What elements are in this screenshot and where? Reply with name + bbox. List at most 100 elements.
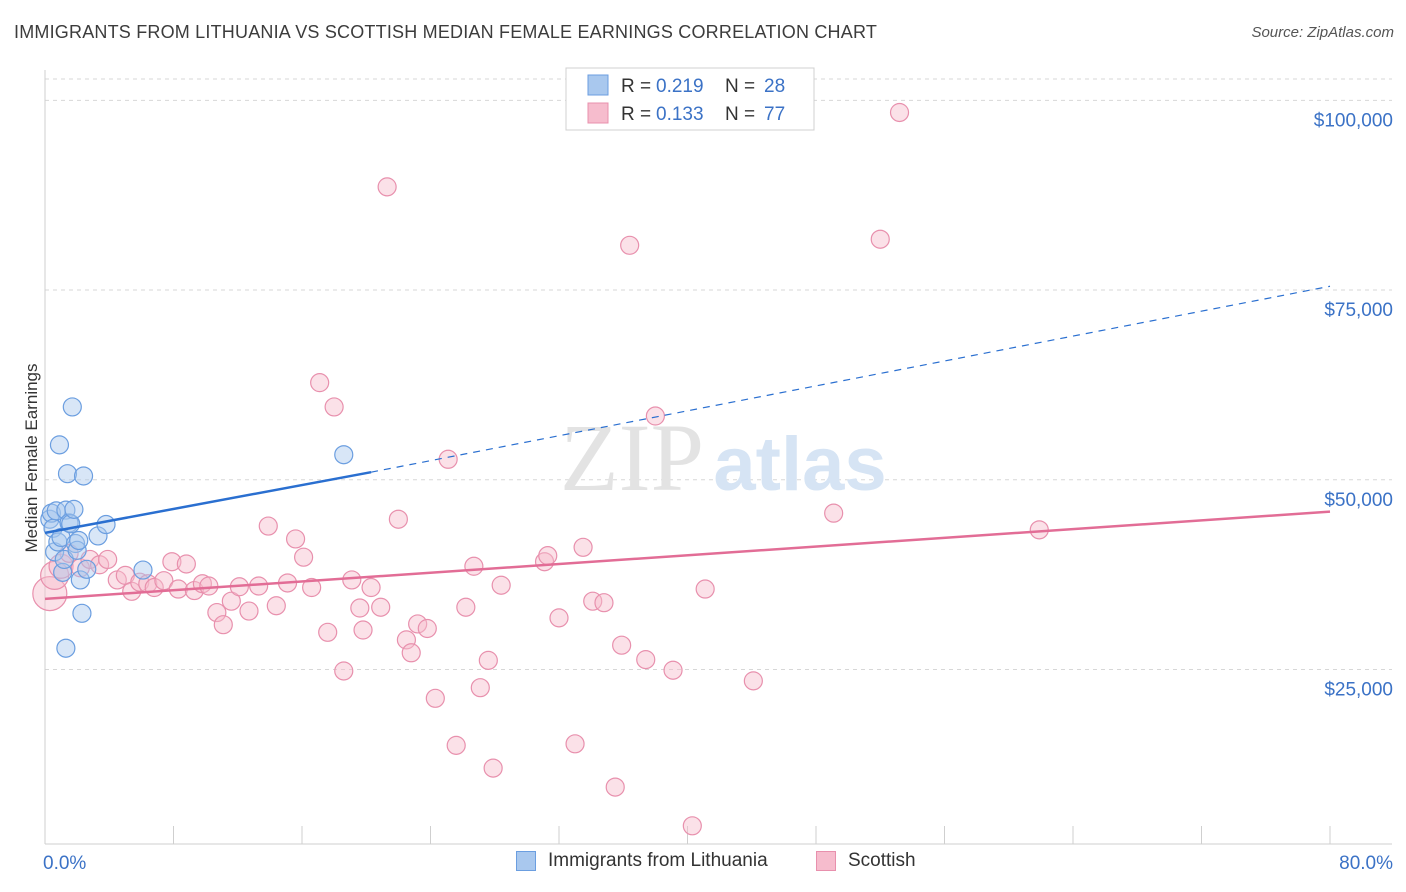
lithuania-point	[64, 499, 84, 519]
legend-r-value-blue: 0.219	[656, 76, 704, 97]
y-tick-label: $100,000	[1314, 110, 1393, 131]
scottish-point	[207, 602, 227, 623]
scottish-point	[239, 601, 259, 621]
scottish-point	[478, 650, 498, 670]
series-legend-item-scottish: Scottish	[816, 850, 916, 872]
lithuania-trend-solid	[44, 470, 372, 535]
scottish-point	[388, 509, 408, 529]
scottish-point	[199, 576, 219, 596]
scottish-point	[438, 449, 458, 469]
scottish-point	[353, 620, 373, 640]
scottish-point	[32, 575, 68, 612]
lithuania-point	[49, 435, 70, 455]
legend-r-label-pink: R =	[621, 104, 651, 125]
chart-title: IMMIGRANTS FROM LITHUANIA VS SCOTTISH ME…	[14, 22, 878, 42]
scottish-point	[221, 591, 241, 611]
lithuania-points	[40, 397, 354, 658]
scottish-point	[549, 608, 569, 628]
series-legend-label-scottish: Scottish	[848, 850, 916, 871]
scottish-point	[456, 597, 476, 617]
watermark-atlas: atlas	[713, 422, 886, 507]
scottish-point	[538, 546, 558, 566]
lithuania-point	[69, 530, 89, 551]
scottish-point	[663, 660, 683, 680]
scottish-point	[266, 596, 286, 616]
scottish-point	[620, 235, 640, 255]
chart-source: Source: ZipAtlas.com	[1251, 24, 1394, 41]
lithuania-point	[73, 466, 94, 486]
scottish-point	[417, 618, 437, 639]
scottish-point	[350, 598, 370, 618]
series-legend-item-lithuania: Immigrants from Lithuania	[516, 850, 768, 872]
axes	[44, 70, 1392, 845]
scottish-point	[98, 549, 118, 570]
watermark: ZIP atlas	[560, 404, 887, 511]
scottish-point	[162, 552, 182, 572]
scottish-point	[446, 735, 466, 755]
scottish-point	[302, 577, 322, 598]
lithuania-point	[88, 526, 108, 546]
legend-n-value-blue: 28	[764, 76, 785, 97]
scottish-point	[310, 373, 330, 393]
lithuania-point	[334, 445, 354, 465]
scottish-point	[636, 650, 656, 670]
x-tick-label-min: 0.0%	[43, 853, 86, 874]
legend-swatch-blue	[587, 74, 609, 96]
scottish-point	[324, 397, 344, 417]
scottish-point	[682, 816, 702, 836]
lithuania-point	[70, 570, 90, 590]
scottish-point	[483, 758, 503, 778]
scottish-point	[130, 572, 150, 592]
lithuania-trend-dashed	[370, 285, 1331, 473]
scottish-point	[334, 661, 354, 681]
scottish-point	[258, 516, 278, 536]
y-tick-label: $50,000	[1324, 490, 1393, 511]
y-tick-label: $75,000	[1324, 300, 1393, 321]
lithuania-point	[72, 603, 92, 623]
scottish-point	[573, 537, 593, 557]
scottish-point	[612, 635, 632, 655]
scottish-point	[695, 579, 715, 599]
scottish-point	[377, 177, 397, 197]
scottish-point	[361, 577, 381, 598]
legend-n-value-pink: 77	[764, 104, 785, 125]
scottish-point	[294, 547, 314, 567]
lithuania-point	[77, 559, 97, 579]
scottish-point	[464, 556, 484, 576]
legend-r-value-pink: 0.133	[656, 104, 704, 125]
scottish-point	[605, 777, 625, 797]
gridlines	[45, 78, 1392, 670]
legend-r-label-blue: R =	[621, 76, 651, 97]
watermark-zip: ZIP	[560, 404, 704, 511]
lithuania-point	[133, 560, 153, 580]
scottish-point	[594, 593, 614, 613]
scottish-point	[371, 597, 391, 617]
series-legend: Immigrants from Lithuania Scottish	[0, 850, 1406, 878]
scottish-point	[318, 622, 338, 642]
correlation-legend: R = 0.219 N = 28 R = 0.133 N = 77	[565, 67, 815, 131]
scottish-point	[743, 671, 763, 691]
series-legend-swatch-lithuania	[516, 851, 536, 871]
scottish-points	[32, 102, 1049, 836]
trend-lines	[44, 285, 1331, 601]
series-legend-label-lithuania: Immigrants from Lithuania	[548, 850, 768, 871]
scottish-point	[470, 678, 490, 698]
lithuania-point	[67, 540, 87, 560]
scottish-point	[645, 406, 665, 426]
lithuania-point	[96, 514, 116, 535]
scottish-point	[285, 529, 306, 549]
lithuania-point	[57, 464, 78, 484]
scottish-point	[870, 229, 890, 249]
x-tick-label-max: 80.0%	[1339, 853, 1393, 874]
scottish-point	[824, 503, 844, 523]
scottish-point	[342, 570, 362, 590]
scottish-point	[565, 734, 585, 754]
scottish-point	[491, 575, 511, 595]
series-legend-swatch-scottish	[816, 851, 836, 871]
tick-labels: $25,000 $50,000 $75,000 $100,000 0.0% 80.0%	[43, 110, 1393, 874]
legend-swatch-pink	[587, 102, 609, 124]
scottish-point	[176, 554, 196, 574]
legend-n-label-pink: N =	[725, 104, 755, 125]
lithuania-point	[62, 397, 82, 417]
scottish-point	[889, 102, 910, 123]
